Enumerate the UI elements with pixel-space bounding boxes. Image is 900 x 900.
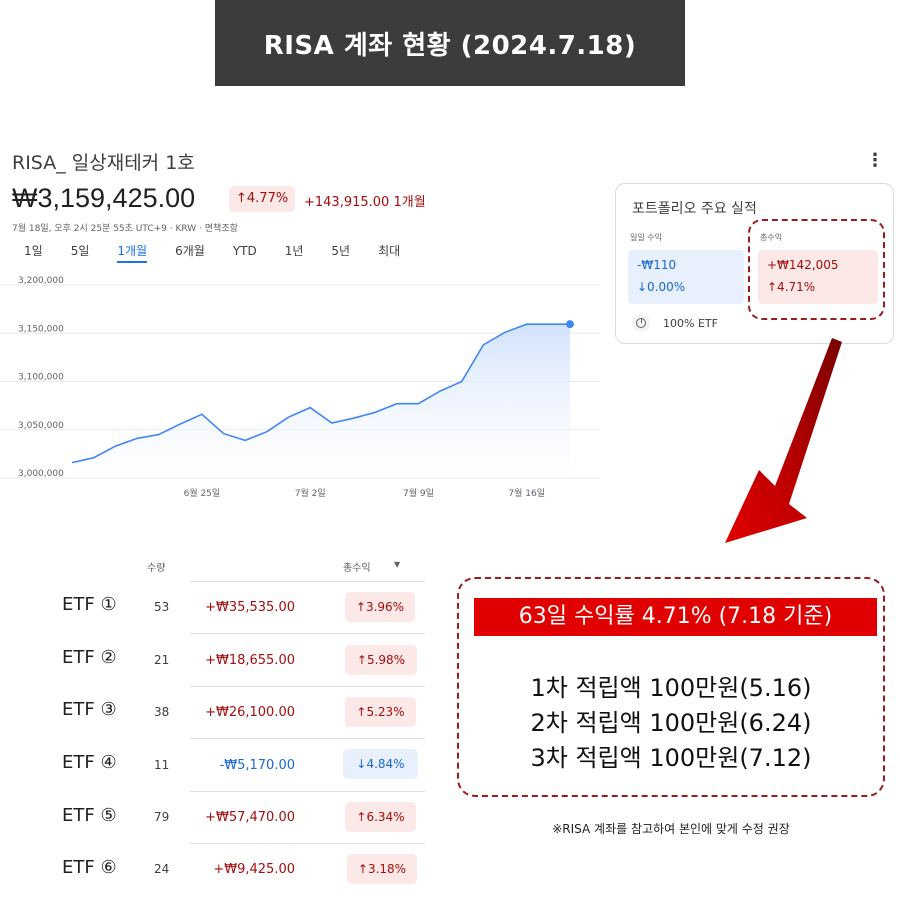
change-amount-value: +143,915.00 <box>304 195 390 210</box>
tab-1y[interactable]: 1년 <box>284 244 304 258</box>
tab-max[interactable]: 최대 <box>378 244 401 258</box>
total-return-label: 총수익 <box>760 233 783 242</box>
holding-qty: 11 <box>154 758 170 772</box>
holding-gain: +₩26,100.00 <box>205 705 295 720</box>
tab-1m[interactable]: 1개월 <box>117 243 148 263</box>
y-tick-label: 3,000,000 <box>18 469 64 479</box>
y-tick-label: 3,150,000 <box>18 324 64 334</box>
series-line <box>71 323 570 464</box>
tab-6m[interactable]: 6개월 <box>175 244 205 258</box>
daily-return-box: -₩110 ↓0.00% <box>628 250 744 304</box>
down-arrow-icon <box>725 338 842 543</box>
change-pct-badge: ↑4.77% <box>229 186 296 212</box>
holding-qty: 38 <box>154 705 170 719</box>
tab-5y[interactable]: 5년 <box>331 244 351 258</box>
holding-pct-badge: ↑5.23% <box>345 697 416 727</box>
deposit-line-3: 3차 적립액 100만원(7.12) <box>530 744 812 772</box>
x-tick-label: 7월 16일 <box>508 487 545 499</box>
holding-pct-badge: ↑3.18% <box>347 854 417 884</box>
row-divider <box>190 686 425 687</box>
holding-pct-badge: ↑3.96% <box>345 592 415 622</box>
holding-gain: -₩5,170.00 <box>219 758 295 773</box>
footnote: ※RISA 계좌를 참고하여 본인에 맞게 수정 권장 <box>552 822 790 836</box>
total-return-highlight <box>748 219 885 320</box>
holding-name[interactable]: ETF ③ <box>62 699 117 720</box>
holding-name[interactable]: ETF ④ <box>62 752 117 773</box>
holding-qty: 79 <box>154 810 170 824</box>
x-tick-label: 7월 9일 <box>403 487 434 499</box>
area-fill <box>72 324 570 478</box>
daily-return-pct: ↓0.00% <box>637 280 686 294</box>
tab-ytd[interactable]: YTD <box>232 244 257 258</box>
summary-headline: 63일 수익률 4.71% (7.18 기준) <box>474 598 877 636</box>
x-tick-label: 7월 2일 <box>295 487 326 499</box>
account-name: RISA_ 일상재테커 1호 <box>12 152 195 174</box>
change-amount: +143,915.00 1개월 <box>304 191 426 210</box>
holding-gain: +₩35,535.00 <box>205 600 295 615</box>
qty-column-header: 수량 <box>147 563 166 574</box>
total-return-column-header[interactable]: 총수익 <box>343 563 371 574</box>
tab-1d[interactable]: 1일 <box>24 244 43 258</box>
portfolio-card: 포트폴리오 주요 실적 일일 수익 -₩110 ↓0.00% 총수익 +₩142… <box>615 183 894 344</box>
holding-gain: +₩9,425.00 <box>213 862 295 877</box>
daily-return-label: 일일 수익 <box>630 233 662 242</box>
quote-timestamp: 7월 18일, 오후 2시 25분 55초 UTC+9 · KRW · 면책조항 <box>12 224 238 234</box>
summary-headline-text: 63일 수익률 4.71% (7.18 기준) <box>518 604 833 629</box>
row-divider <box>190 843 425 844</box>
range-tabs: 1일 5일 1개월 6개월 YTD 1년 5년 최대 <box>24 243 428 263</box>
change-period: 1개월 <box>393 195 426 210</box>
more-vert-icon[interactable]: ⋮ <box>866 150 884 171</box>
header-banner: RISA 계좌 현황 (2024.7.18) <box>215 0 685 86</box>
daily-return-amount: -₩110 <box>637 258 677 272</box>
deposit-line-1: 1차 적립액 100만원(5.16) <box>530 674 812 702</box>
row-divider <box>190 581 425 582</box>
holding-gain: +₩57,470.00 <box>205 810 295 825</box>
holding-name[interactable]: ETF ⑥ <box>62 857 117 878</box>
holding-pct-badge: ↑5.98% <box>345 645 417 675</box>
holding-gain: +₩18,655.00 <box>205 653 295 668</box>
holding-name[interactable]: ETF ① <box>62 594 117 615</box>
total-return-box: +₩142,005 ↑4.71% <box>758 250 878 304</box>
total-return-pct: ↑4.71% <box>767 280 816 294</box>
etf-share: 100% ETF <box>663 317 718 330</box>
banner-title: RISA 계좌 현황 (2024.7.18) <box>263 30 637 61</box>
deposit-line-2: 2차 적립액 100만원(6.24) <box>530 709 812 737</box>
portfolio-title: 포트폴리오 주요 실적 <box>632 201 757 217</box>
holding-qty: 21 <box>154 653 170 667</box>
pie-chart-icon <box>632 314 650 332</box>
row-divider <box>190 791 425 792</box>
y-tick-label: 3,050,000 <box>18 421 64 431</box>
holding-qty: 53 <box>154 600 170 614</box>
holding-pct-badge: ↑6.34% <box>345 802 416 832</box>
sort-down-icon[interactable]: ▼ <box>394 560 401 569</box>
holding-pct-badge: ↓4.84% <box>343 749 418 779</box>
x-tick-label: 6월 25일 <box>184 487 221 499</box>
y-tick-label: 3,200,000 <box>18 276 64 286</box>
row-divider <box>190 633 425 634</box>
account-value: ₩3,159,425.00 <box>12 183 196 213</box>
price-chart[interactable]: 3,200,000 3,150,000 3,100,000 3,050,000 3,00… <box>0 270 600 510</box>
y-tick-label: 3,100,000 <box>18 373 64 383</box>
last-point-dot <box>566 320 574 329</box>
summary-box <box>457 577 885 797</box>
holding-name[interactable]: ETF ② <box>62 647 117 668</box>
holding-qty: 24 <box>154 862 170 876</box>
tab-5d[interactable]: 5일 <box>70 244 90 258</box>
holding-name[interactable]: ETF ⑤ <box>62 805 117 826</box>
row-divider <box>190 738 425 739</box>
total-return-amount: +₩142,005 <box>767 258 839 272</box>
